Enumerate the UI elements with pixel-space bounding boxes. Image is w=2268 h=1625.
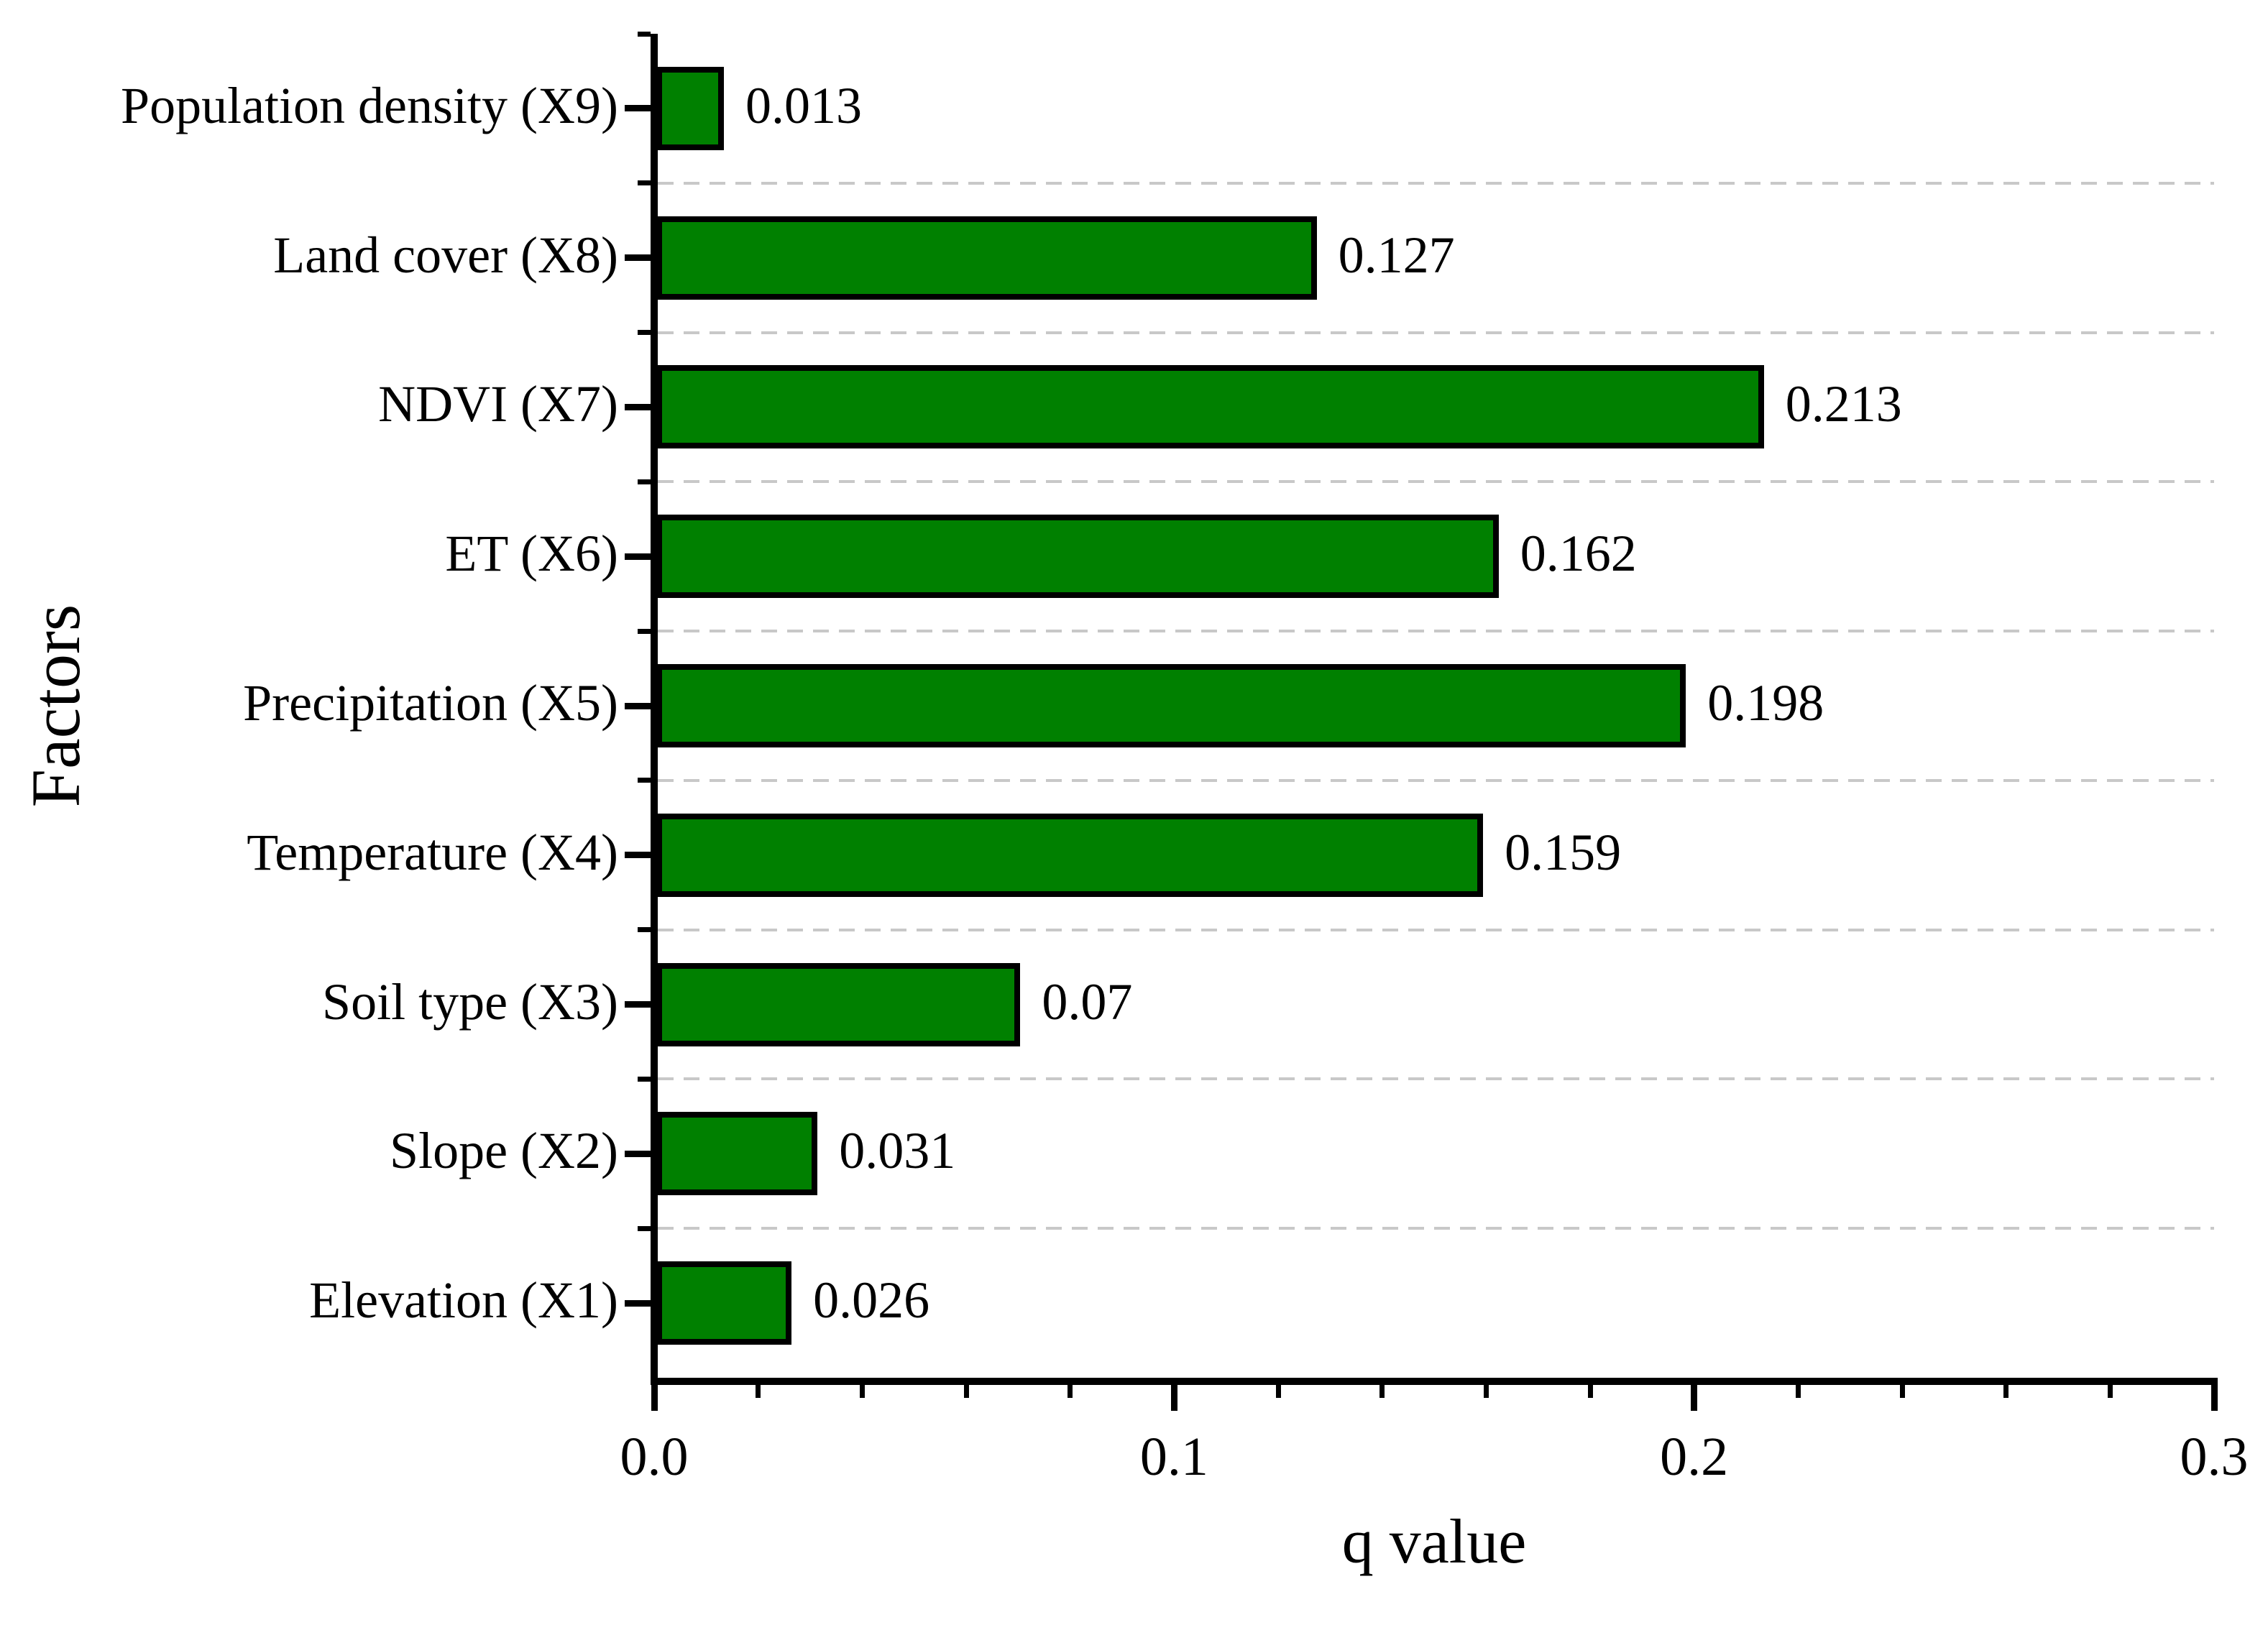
gridline xyxy=(658,181,2214,185)
x-minor-tick xyxy=(1587,1385,1593,1398)
bar xyxy=(656,962,1021,1046)
y-major-tick xyxy=(625,1150,651,1157)
bar-value-label: 0.026 xyxy=(813,1271,930,1330)
bar xyxy=(656,664,1686,747)
bar xyxy=(656,1261,792,1345)
y-minor-tick xyxy=(638,479,651,484)
category-label: Elevation (X1) xyxy=(309,1271,618,1330)
category-label: Soil type (X3) xyxy=(322,972,618,1031)
bar-value-label: 0.031 xyxy=(839,1122,956,1180)
bar xyxy=(656,216,1317,300)
x-major-tick xyxy=(1691,1385,1698,1411)
bar-value-label: 0.127 xyxy=(1338,226,1455,284)
category-label: NDVI (X7) xyxy=(378,375,618,433)
x-minor-tick xyxy=(2003,1385,2009,1398)
bar-value-label: 0.013 xyxy=(745,76,863,134)
x-minor-tick xyxy=(859,1385,865,1398)
x-minor-tick xyxy=(2107,1385,2113,1398)
category-label: Slope (X2) xyxy=(390,1122,618,1180)
bar-value-label: 0.213 xyxy=(1785,375,1902,433)
category-label: Temperature (X4) xyxy=(247,823,618,881)
x-tick-label: 0.0 xyxy=(620,1427,689,1487)
y-minor-tick xyxy=(638,1076,651,1082)
x-major-tick xyxy=(2210,1385,2218,1411)
y-major-tick xyxy=(625,553,651,560)
x-minor-tick xyxy=(1795,1385,1801,1398)
y-minor-tick xyxy=(638,1225,651,1231)
x-major-tick xyxy=(651,1385,658,1411)
x-axis-line xyxy=(651,1378,2218,1385)
gridline xyxy=(658,630,2214,633)
gridline xyxy=(658,331,2214,334)
x-major-tick xyxy=(1170,1385,1177,1411)
y-major-tick xyxy=(625,1001,651,1008)
y-minor-tick xyxy=(638,927,651,933)
bar xyxy=(656,515,1499,599)
x-minor-tick xyxy=(963,1385,969,1398)
gridline xyxy=(658,928,2214,931)
y-minor-tick xyxy=(638,31,651,37)
x-minor-tick xyxy=(1379,1385,1385,1398)
y-major-tick xyxy=(625,852,651,859)
y-major-tick xyxy=(625,1299,651,1307)
bar-value-label: 0.07 xyxy=(1042,972,1133,1031)
x-minor-tick xyxy=(1068,1385,1073,1398)
bar-value-label: 0.198 xyxy=(1707,674,1824,732)
y-minor-tick xyxy=(638,330,651,336)
y-minor-tick xyxy=(638,778,651,783)
bar xyxy=(656,1112,818,1196)
y-minor-tick xyxy=(638,180,651,186)
x-tick-label: 0.3 xyxy=(2180,1427,2249,1487)
x-tick-label: 0.1 xyxy=(1139,1427,1208,1487)
x-minor-tick xyxy=(1483,1385,1489,1398)
y-minor-tick xyxy=(638,628,651,634)
x-axis-title: q value xyxy=(1341,1507,1527,1577)
x-minor-tick xyxy=(1899,1385,1905,1398)
y-major-tick xyxy=(625,702,651,709)
category-label: Land cover (X8) xyxy=(273,226,618,284)
gridline xyxy=(658,480,2214,484)
category-label: ET (X6) xyxy=(445,525,618,583)
gridline xyxy=(658,1077,2214,1081)
y-major-tick xyxy=(625,403,651,410)
bar-value-label: 0.162 xyxy=(1520,525,1637,583)
category-label: Population density (X9) xyxy=(121,76,618,134)
bar-value-label: 0.159 xyxy=(1505,823,1622,881)
x-minor-tick xyxy=(1275,1385,1281,1398)
bar xyxy=(656,813,1484,897)
y-major-tick xyxy=(625,254,651,262)
bar xyxy=(656,66,725,150)
x-tick-label: 0.2 xyxy=(1660,1427,1729,1487)
bar xyxy=(656,365,1764,449)
category-label: Precipitation (X5) xyxy=(243,674,618,732)
y-major-tick xyxy=(625,105,651,112)
x-minor-tick xyxy=(756,1385,761,1398)
gridline xyxy=(658,1227,2214,1230)
gridline xyxy=(658,778,2214,782)
y-axis-spine xyxy=(651,34,658,1385)
